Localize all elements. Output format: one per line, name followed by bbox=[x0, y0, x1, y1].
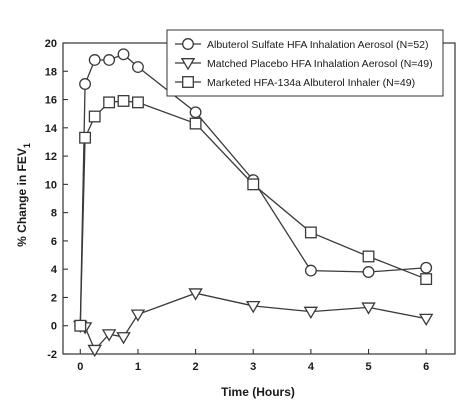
legend-marker bbox=[180, 58, 196, 71]
series-line-3 bbox=[79, 100, 427, 326]
data-point-series-3 bbox=[247, 178, 260, 191]
y-tick-label: 14 bbox=[45, 123, 58, 135]
data-point-series-1 bbox=[79, 78, 92, 90]
y-tick-label: 10 bbox=[45, 179, 57, 191]
y-tick-label: 2 bbox=[51, 292, 57, 304]
x-tick-label: 0 bbox=[77, 361, 83, 373]
x-tick-label: 5 bbox=[365, 361, 371, 373]
data-point-series-3 bbox=[88, 110, 101, 123]
legend-label: Marketed HFA-134a Albuterol Inhaler (N=4… bbox=[207, 77, 415, 89]
data-point-series-1 bbox=[131, 61, 144, 73]
y-tick-label: 0 bbox=[51, 321, 57, 333]
y-axis-title-main: % Change in FEV bbox=[15, 148, 29, 247]
data-point-series-2 bbox=[361, 302, 376, 315]
markers bbox=[73, 48, 434, 358]
data-point-series-3 bbox=[79, 131, 92, 144]
x-tick-label: 4 bbox=[308, 361, 315, 373]
x-tick-label: 2 bbox=[193, 361, 199, 373]
data-point-series-2 bbox=[303, 306, 319, 319]
legend: Albuterol Sulfate HFA Inhalation Aerosol… bbox=[166, 29, 444, 97]
x-tick-label: 1 bbox=[135, 361, 141, 373]
y-tick-label: 12 bbox=[45, 151, 57, 163]
data-point-series-1 bbox=[189, 106, 202, 119]
data-point-series-2 bbox=[116, 332, 131, 345]
y-tick-label: -2 bbox=[47, 349, 57, 361]
data-point-series-3 bbox=[131, 96, 144, 109]
data-point-series-2 bbox=[418, 313, 434, 327]
data-point-series-3 bbox=[103, 96, 116, 109]
legend-box bbox=[166, 29, 444, 97]
x-tick-label: 6 bbox=[423, 361, 429, 373]
x-tick-label: 3 bbox=[250, 361, 256, 373]
legend-label: Matched Placebo HFA Inhalation Aerosol (… bbox=[207, 58, 433, 70]
y-tick-label: 16 bbox=[45, 95, 57, 107]
data-point-series-2 bbox=[246, 300, 261, 314]
data-point-series-1 bbox=[362, 266, 375, 278]
data-point-series-2 bbox=[101, 329, 117, 342]
data-point-series-2 bbox=[188, 288, 203, 301]
data-point-series-3 bbox=[304, 226, 317, 239]
y-tick-label: 4 bbox=[51, 264, 58, 276]
y-tick-label: 20 bbox=[45, 38, 57, 50]
y-tick-label: 8 bbox=[51, 208, 57, 220]
data-point-series-3 bbox=[189, 117, 202, 130]
data-point-series-1 bbox=[103, 54, 116, 66]
data-point-series-1 bbox=[88, 54, 101, 66]
data-point-series-1 bbox=[304, 264, 317, 277]
data-point-series-1 bbox=[420, 261, 433, 274]
data-point-series-3 bbox=[117, 95, 130, 107]
y-axis-title-subscript: 1 bbox=[22, 143, 32, 148]
data-point-series-1 bbox=[117, 48, 130, 61]
y-tick-label: 18 bbox=[45, 66, 57, 78]
legend-label: Albuterol Sulfate HFA Inhalation Aerosol… bbox=[207, 39, 429, 51]
legend-marker bbox=[182, 38, 194, 50]
data-point-series-2 bbox=[87, 344, 102, 358]
data-point-series-3 bbox=[362, 250, 375, 263]
data-point-series-2 bbox=[130, 309, 146, 322]
x-axis-title: Time (Hours) bbox=[221, 385, 295, 399]
data-point-series-3 bbox=[420, 273, 433, 286]
legend-marker bbox=[182, 76, 194, 88]
y-tick-label: 6 bbox=[51, 236, 57, 248]
data-point-series-3 bbox=[74, 319, 87, 332]
y-axis-title: % Change in FEV1 bbox=[15, 143, 32, 247]
